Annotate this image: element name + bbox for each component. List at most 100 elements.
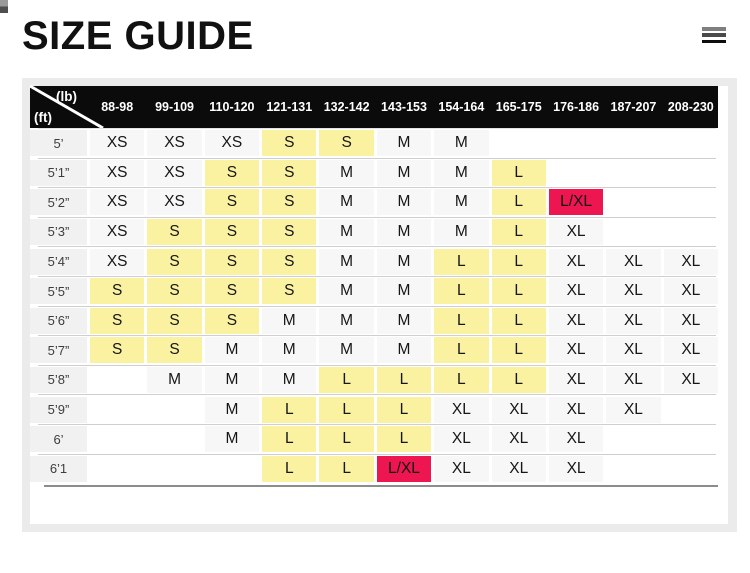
size-cell: M <box>376 248 432 275</box>
size-cell: XS <box>90 159 145 186</box>
table-row: 5’8” M M M L L L L XL XL XL <box>30 364 718 395</box>
weight-column-header: 110-120 <box>209 100 255 114</box>
size-cell: L <box>434 278 489 305</box>
size-cell: L <box>376 396 432 423</box>
table-row: 5’4” XS S S S M M L L XL XL XL <box>30 246 718 276</box>
empty-cell <box>664 397 718 423</box>
size-cell: XL <box>663 278 718 305</box>
size-cell: XL <box>434 455 489 482</box>
size-cell: M <box>319 159 374 186</box>
size-cell: L <box>434 337 489 364</box>
size-cell: XL <box>548 455 604 482</box>
size-cell: L <box>491 278 546 305</box>
size-cell: S <box>262 218 317 245</box>
size-cell: S <box>147 307 202 334</box>
size-cell: L <box>434 248 489 275</box>
size-cell: XL <box>491 426 546 453</box>
size-cell: M <box>376 278 432 305</box>
size-cell: M <box>376 218 432 245</box>
size-cell: XL <box>548 337 604 364</box>
height-row-label: 5’6” <box>30 307 87 334</box>
height-row-label: 5’9” <box>30 396 87 423</box>
empty-cell <box>205 456 259 482</box>
size-cell: M <box>319 278 374 305</box>
size-cell: M <box>376 307 432 334</box>
size-cell: XS <box>204 130 260 157</box>
empty-cell <box>90 397 144 423</box>
size-cell: XL <box>548 278 604 305</box>
size-cell: M <box>434 130 489 157</box>
size-cell: L <box>491 307 546 334</box>
page-title: SIZE GUIDE <box>22 14 254 58</box>
size-cell: M <box>262 337 317 364</box>
size-table-body: 5’ XS XS XS S S M M 5’1” XS XS S S M M M L 5’2” XS XS S S M M M L… <box>30 128 718 483</box>
size-cell: XL <box>663 366 718 393</box>
size-cell: M <box>319 218 374 245</box>
size-cell: M <box>434 218 489 245</box>
height-row-label: 5’7” <box>30 337 87 364</box>
empty-cell <box>606 426 660 452</box>
size-cell: S <box>262 248 317 275</box>
size-cell: L <box>376 426 432 453</box>
size-cell: L <box>262 396 317 423</box>
menu-bar-middle <box>702 33 726 37</box>
table-row: 6’ M L L L XL XL XL <box>30 423 718 454</box>
height-row-label: 5’ <box>30 130 87 157</box>
size-cell: XL <box>548 248 604 275</box>
menu-bar-top <box>702 27 726 31</box>
diagonal-divider <box>29 84 104 130</box>
size-cell: L <box>262 455 317 482</box>
size-cell: XL <box>548 426 604 453</box>
empty-cell <box>664 219 718 245</box>
size-cell: XS <box>147 130 202 157</box>
size-cell: L <box>434 366 489 393</box>
table-row: 5’2” XS XS S S M M M L L/XL <box>30 187 718 217</box>
empty-cell <box>147 456 201 482</box>
size-cell: L <box>434 307 489 334</box>
size-cell: M <box>434 159 489 186</box>
table-row: 5’3” XS S S S M M M L XL <box>30 216 718 247</box>
table-row: 5’9” M L L L XL XL XL XL <box>30 394 718 424</box>
size-cell: S <box>204 218 260 245</box>
weight-column-header: 121-131 <box>266 100 313 114</box>
height-unit-label: (ft) <box>34 110 52 125</box>
size-cell: M <box>147 366 202 393</box>
empty-cell <box>606 160 660 186</box>
size-cell: XL <box>663 248 718 275</box>
size-cell: XL <box>606 278 661 305</box>
corner-artifact <box>0 0 8 13</box>
size-cell: XS <box>90 130 145 157</box>
size-cell: M <box>376 130 432 157</box>
size-cell: M <box>204 337 260 364</box>
size-cell: S <box>262 130 317 157</box>
size-table-header-row: (lb) (ft) 88-98 99-109 110-120 121-131 132-1… <box>29 84 718 130</box>
weight-column-header: 187-207 <box>610 100 657 114</box>
size-cell: M <box>376 337 432 364</box>
height-row-label: 6’ <box>30 426 87 453</box>
size-cell: M <box>204 396 260 423</box>
menu-bar-bottom <box>702 39 726 44</box>
size-cell: L <box>319 396 374 423</box>
size-cell: S <box>90 307 145 334</box>
size-cell: L <box>376 366 432 393</box>
size-cell: S <box>204 248 260 275</box>
weight-column-header: 176-186 <box>553 100 600 114</box>
size-cell: S <box>90 337 145 364</box>
weight-column-header: 143-153 <box>381 100 427 114</box>
height-row-label: 5’1” <box>30 159 87 186</box>
table-row: 5’ XS XS XS S S M M <box>30 128 718 158</box>
table-row: 5’7” S S M M M M L L XL XL XL <box>30 335 718 365</box>
size-cell: XL <box>434 396 489 423</box>
table-row: 5’6” S S S M M M L L XL XL XL <box>30 305 718 336</box>
size-cell: M <box>319 248 374 275</box>
size-cell: M <box>204 366 260 393</box>
size-cell: M <box>262 366 317 393</box>
weight-column-header: 88-98 <box>101 100 134 114</box>
size-cell: XS <box>90 248 145 275</box>
size-cell: M <box>376 189 432 216</box>
size-cell: XL <box>606 307 661 334</box>
size-cell: L <box>491 337 546 364</box>
empty-cell <box>90 426 144 452</box>
hamburger-menu-icon[interactable] <box>702 27 726 44</box>
